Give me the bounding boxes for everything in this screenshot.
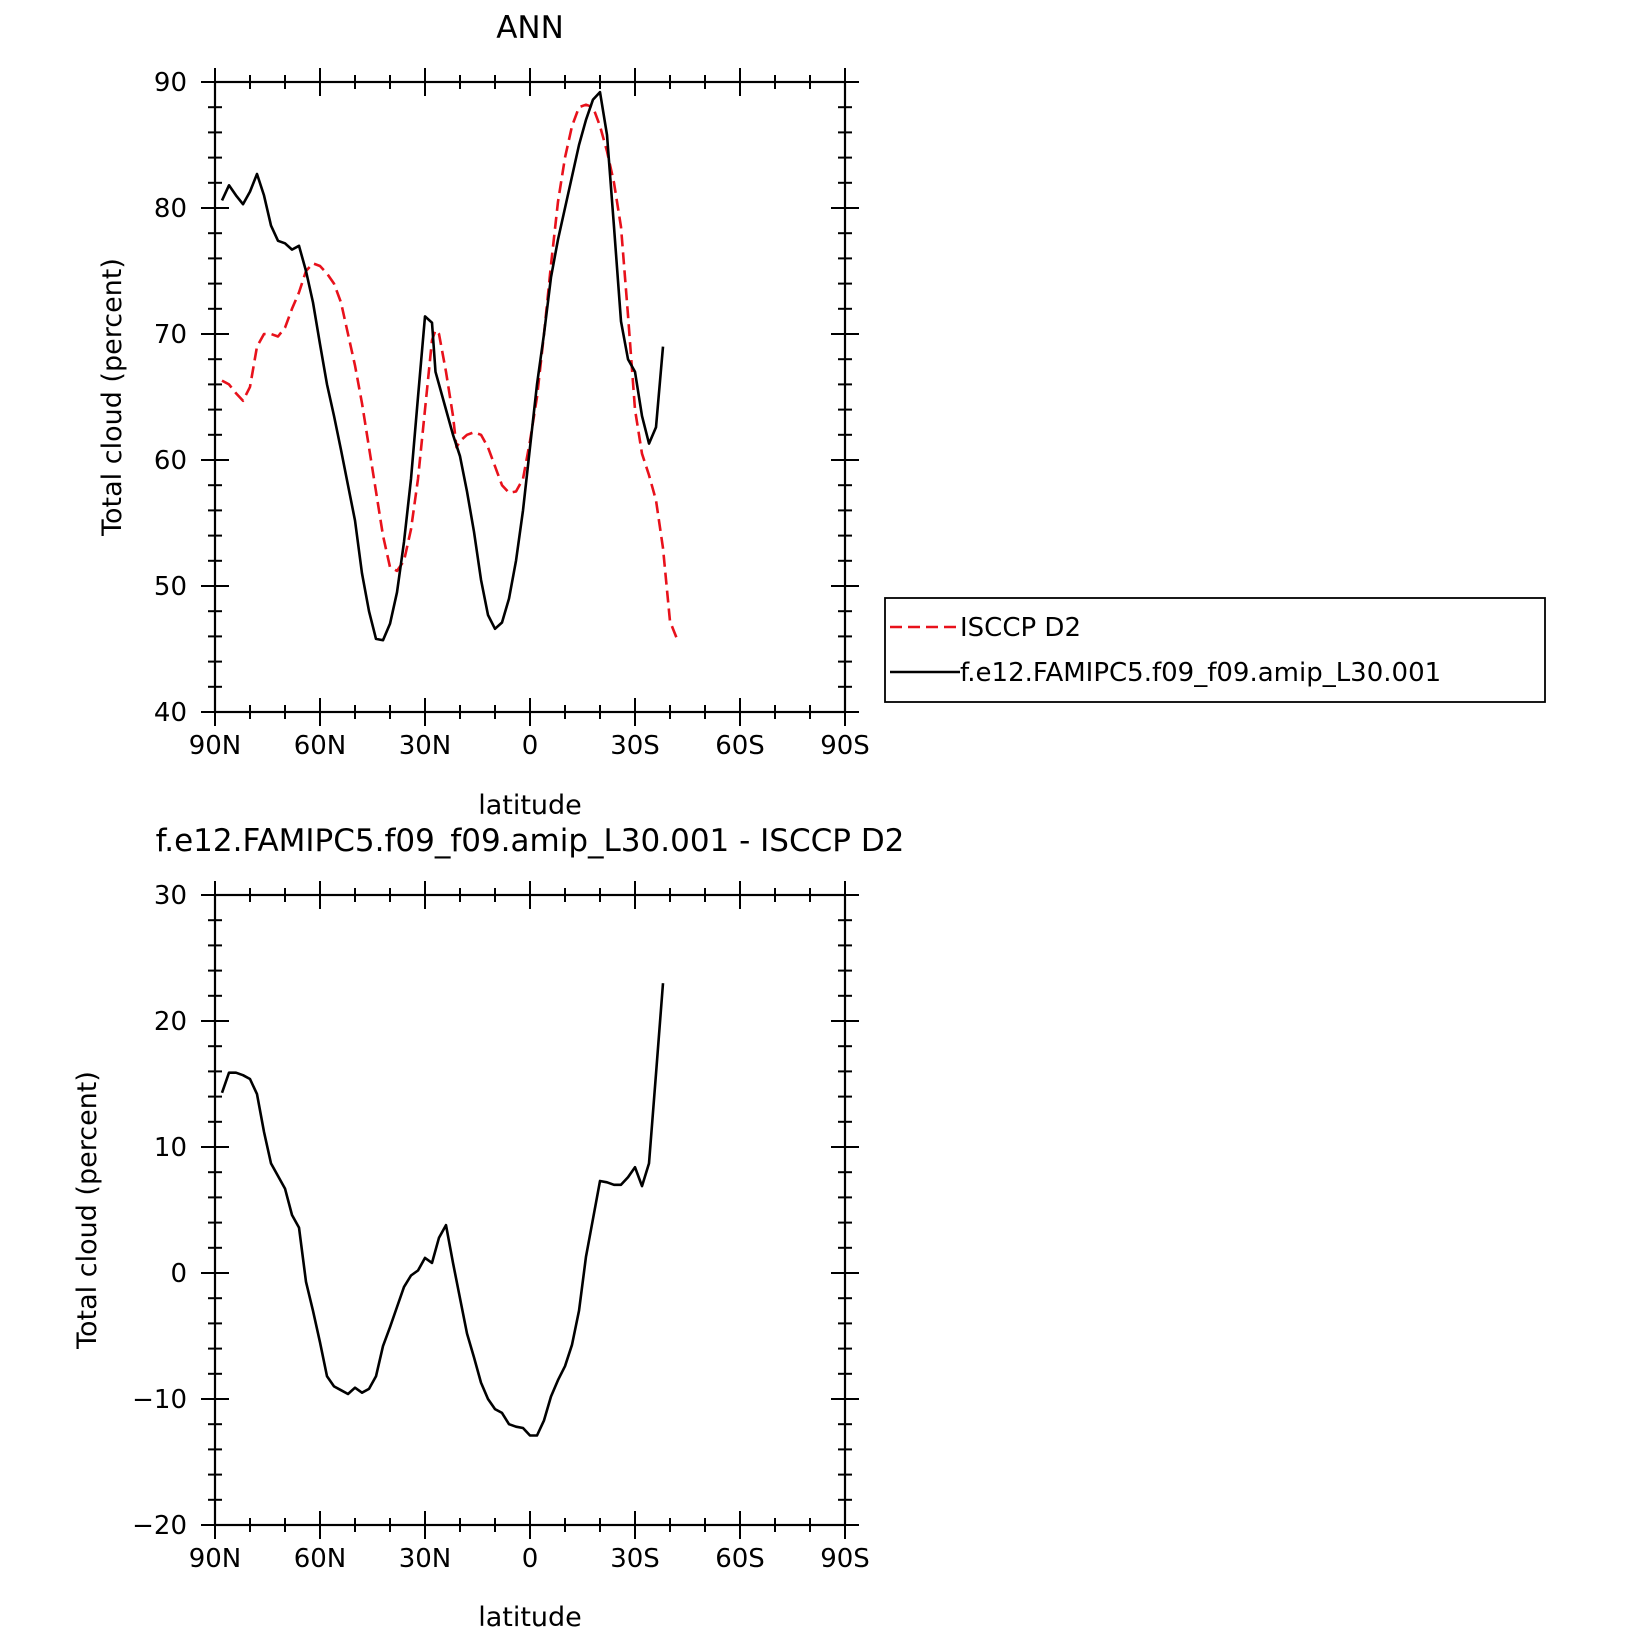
y-tick-label: 50: [154, 572, 187, 602]
bottom-y-axis-label: Total cloud (percent): [72, 1071, 103, 1350]
y-tick-label: 30: [154, 881, 187, 911]
y-tick-label: 60: [154, 446, 187, 476]
y-tick-label: 20: [154, 1007, 187, 1037]
bottom-plot-frame: [213, 893, 847, 1527]
legend: ISCCP D2 f.e12.FAMIPC5.f09_f09.amip_L30.…: [884, 597, 1546, 703]
model-line: [220, 90, 665, 642]
top-x-axis-label: latitude: [478, 790, 582, 821]
y-tick-label: 70: [154, 320, 187, 350]
top-chart-panel: ANN 90N 60N 30N 0 30S 60S 90S 40 50 60 70 80 90 lati…: [97, 10, 1546, 821]
y-tick-label: −20: [132, 1511, 187, 1541]
y-tick-label: 10: [154, 1133, 187, 1163]
x-tick-label: 60N: [294, 1544, 347, 1574]
x-tick-label: 90N: [189, 731, 242, 761]
difference-line: [220, 983, 665, 1437]
bottom-chart-panel: f.e12.FAMIPC5.f09_f09.amip_L30.001 - ISC…: [72, 823, 904, 1631]
bottom-x-axis-label: latitude: [478, 1602, 582, 1631]
y-tick-label: −10: [132, 1385, 187, 1415]
x-tick-label: 60N: [294, 731, 347, 761]
x-tick-label: 30N: [399, 1544, 452, 1574]
legend-isccp-label: ISCCP D2: [960, 613, 1081, 643]
x-tick-label: 90N: [189, 1544, 242, 1574]
y-tick-label: 90: [154, 68, 187, 98]
x-tick-label: 30N: [399, 731, 452, 761]
x-tick-label: 60S: [715, 731, 765, 761]
legend-model-label: f.e12.FAMIPC5.f09_f09.amip_L30.001: [960, 658, 1441, 688]
top-chart-title: ANN: [496, 10, 564, 46]
isccp-d2-line: [221, 103, 679, 640]
y-tick-label: 40: [154, 698, 187, 728]
bottom-chart-title: f.e12.FAMIPC5.f09_f09.amip_L30.001 - ISC…: [156, 823, 905, 859]
x-tick-label: 30S: [610, 731, 660, 761]
x-tick-label: 0: [522, 1544, 539, 1574]
y-tick-label: 0: [170, 1259, 187, 1289]
x-tick-label: 30S: [610, 1544, 660, 1574]
x-tick-label: 90S: [820, 1544, 870, 1574]
bottom-tick-labels: 90N 60N 30N 0 30S 60S 90S −20 −10 0 10 20 30: [132, 881, 870, 1574]
top-series-group: [220, 90, 679, 642]
y-tick-label: 80: [154, 194, 187, 224]
x-tick-label: 90S: [820, 731, 870, 761]
x-tick-label: 60S: [715, 1544, 765, 1574]
legend-box: [884, 597, 1546, 703]
bottom-series-group: [220, 983, 665, 1437]
bottom-tick-marks: [201, 881, 859, 1539]
top-tick-marks: [201, 68, 859, 726]
top-y-axis-label: Total cloud (percent): [97, 258, 128, 537]
top-plot-frame: [213, 80, 847, 714]
top-tick-labels: 90N 60N 30N 0 30S 60S 90S 40 50 60 70 80 90: [154, 68, 870, 761]
x-tick-label: 0: [522, 731, 539, 761]
